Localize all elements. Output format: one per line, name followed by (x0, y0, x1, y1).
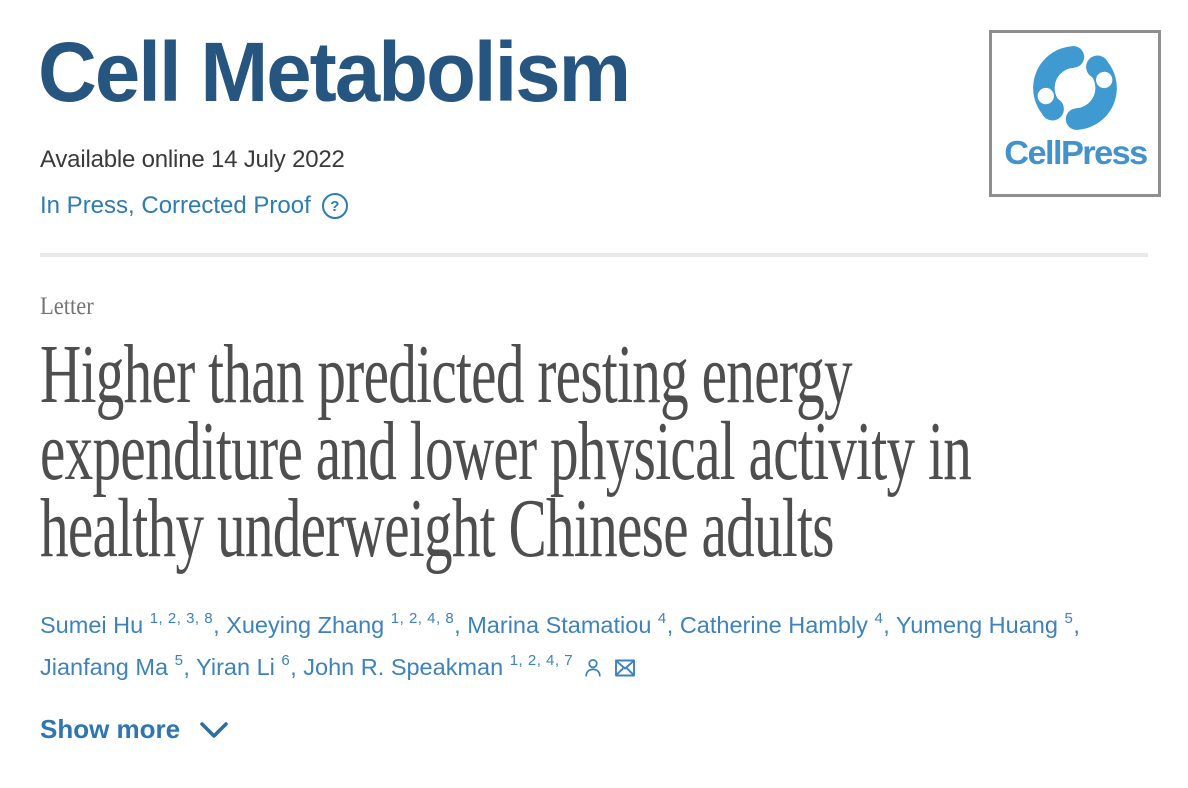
author-affiliation-superscript: 4 (657, 610, 667, 628)
help-icon[interactable]: ? (321, 193, 348, 219)
in-press-row: In Press, Corrected Proof ? (40, 192, 348, 220)
article-title: Higher than predicted resting energy exp… (40, 328, 1155, 575)
author-link[interactable]: Yumeng Huang 5 (895, 610, 1074, 638)
author-list: Sumei Hu 1, 2, 3, 8, Xueying Zhang 1, 2,… (40, 604, 1125, 693)
author-link[interactable]: Yiran Li 6 (196, 652, 291, 680)
author-affiliation-superscript: 1, 2, 3, 8 (149, 610, 214, 628)
in-press-link[interactable]: In Press, Corrected Proof (40, 192, 311, 219)
cellpress-logo-text: CellPress (1003, 134, 1148, 171)
author-person-icon[interactable] (582, 651, 604, 693)
section-divider (40, 253, 1148, 257)
author-affiliation-superscript: 6 (281, 652, 291, 670)
author-affiliation-superscript: 1, 2, 4, 8 (390, 610, 455, 628)
author-link[interactable]: Jianfang Ma 5 (40, 652, 184, 680)
article-title-line: healthy underweight Chinese adults (40, 482, 835, 575)
show-more-button[interactable]: Show more (40, 714, 230, 745)
author-link[interactable]: Catherine Hambly 4 (679, 610, 884, 638)
chevron-down-icon (200, 721, 228, 738)
article-title-line: expenditure and lower physical activity … (40, 405, 972, 498)
author-link[interactable]: Xueying Zhang 1, 2, 4, 8 (226, 610, 455, 638)
author-affiliation-superscript: 5 (174, 652, 184, 670)
author-link[interactable]: Sumei Hu 1, 2, 3, 8 (40, 610, 214, 638)
journal-title[interactable]: Cell Metabolism (38, 25, 631, 119)
cellpress-logo[interactable]: CellPress (989, 30, 1161, 197)
author-list-inline: Sumei Hu 1, 2, 3, 8, Xueying Zhang 1, 2,… (40, 610, 1080, 680)
author-affiliation-superscript: 5 (1064, 610, 1074, 628)
author-link[interactable]: Marina Stamatiou 4 (467, 610, 667, 638)
article-title-line: Higher than predicted resting energy (40, 328, 853, 421)
author-link[interactable]: John R. Speakman 1, 2, 4, 7 (303, 652, 574, 680)
author-affiliation-superscript: 1, 2, 4, 7 (509, 652, 574, 670)
cellpress-logo-icon (1024, 37, 1117, 130)
correspondence-envelope-icon[interactable] (613, 651, 637, 693)
show-more-label: Show more (40, 714, 181, 744)
author-affiliation-superscript: 4 (874, 610, 884, 628)
available-online-date: Available online 14 July 2022 (40, 146, 345, 173)
article-type-label: Letter (40, 293, 94, 320)
